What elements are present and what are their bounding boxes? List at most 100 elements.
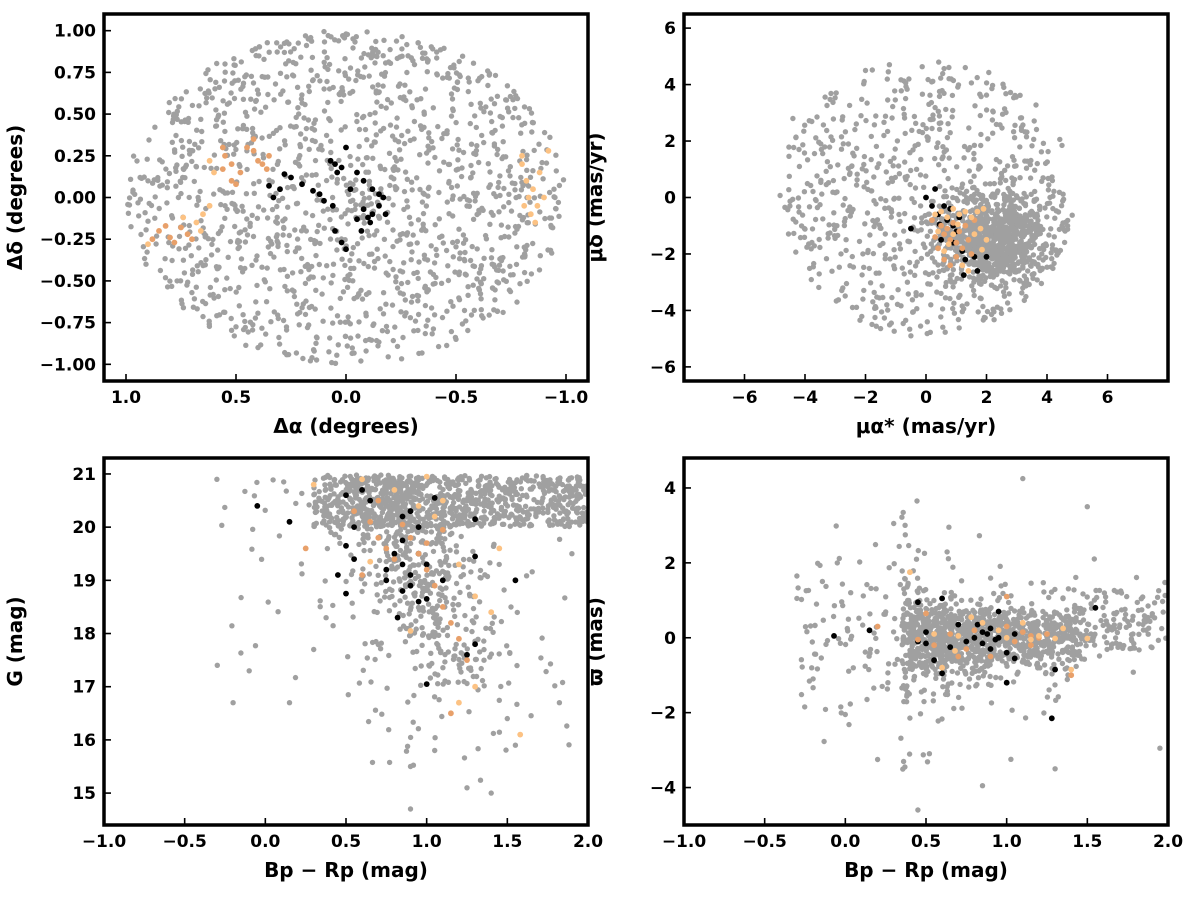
- point-black: [351, 556, 357, 562]
- point-field: [793, 249, 799, 255]
- point-field: [355, 68, 361, 74]
- point-field: [169, 215, 176, 221]
- point-field: [890, 163, 896, 169]
- point-field: [219, 522, 225, 528]
- point-field: [951, 300, 957, 306]
- point-field: [144, 249, 150, 255]
- point-field: [829, 268, 835, 274]
- point-field: [873, 635, 879, 642]
- point-field: [438, 648, 444, 654]
- point-field: [991, 261, 998, 267]
- point-field: [861, 184, 867, 190]
- point-field: [371, 265, 378, 271]
- point-field: [398, 156, 404, 162]
- point-field: [420, 221, 426, 227]
- point-field: [374, 99, 380, 105]
- point-field: [349, 600, 355, 606]
- point-field: [882, 205, 888, 211]
- point-field: [984, 308, 991, 315]
- point-field: [345, 221, 351, 227]
- point-light_orange: [423, 473, 430, 480]
- point-field: [475, 746, 481, 752]
- point-field: [840, 114, 846, 120]
- point-field: [436, 697, 442, 703]
- point-field: [371, 515, 377, 521]
- point-field: [284, 242, 290, 249]
- point-field: [518, 130, 524, 136]
- point-field: [429, 138, 435, 145]
- point-field: [801, 234, 808, 240]
- point-field: [406, 633, 413, 639]
- point-field: [347, 198, 354, 204]
- point-field: [943, 193, 950, 200]
- point-field: [1021, 280, 1027, 286]
- point-field: [885, 69, 891, 75]
- point-field: [456, 656, 462, 663]
- point-field: [1016, 205, 1023, 211]
- point-field: [467, 593, 473, 599]
- point-field: [903, 83, 909, 90]
- point-field: [443, 599, 450, 605]
- point-field: [810, 685, 816, 691]
- point-field: [375, 82, 381, 88]
- point-field: [460, 149, 467, 156]
- point-black: [382, 211, 389, 218]
- point-field: [454, 482, 460, 488]
- point-field: [486, 473, 493, 480]
- point-field: [905, 291, 911, 297]
- point-field: [936, 113, 943, 119]
- point-field: [453, 167, 459, 173]
- point-field: [477, 291, 484, 297]
- point-field: [424, 56, 430, 62]
- point-field: [406, 214, 413, 220]
- point-field: [419, 642, 425, 648]
- point-field: [1038, 149, 1045, 155]
- point-field: [867, 232, 873, 238]
- point-field: [254, 282, 260, 289]
- point-field: [902, 95, 909, 102]
- point-field: [213, 107, 219, 113]
- point-field: [458, 173, 465, 180]
- point-field: [140, 244, 147, 250]
- point-field: [382, 572, 389, 579]
- point-field: [806, 204, 813, 210]
- point-field: [395, 557, 402, 563]
- point-light_orange: [979, 246, 985, 253]
- point-field: [388, 100, 394, 106]
- point-field: [419, 126, 425, 133]
- point-field: [373, 38, 379, 45]
- point-field: [446, 211, 452, 217]
- point-field: [460, 564, 466, 570]
- point-field: [327, 474, 333, 481]
- point-black: [423, 681, 430, 687]
- point-field: [384, 96, 391, 103]
- point-field: [524, 242, 530, 249]
- point-field: [340, 521, 346, 528]
- point-field: [507, 263, 513, 269]
- point-field: [1031, 136, 1037, 142]
- point-field: [559, 481, 566, 488]
- point-field: [883, 594, 889, 600]
- point-field: [393, 492, 399, 499]
- point-light_orange: [145, 241, 151, 248]
- point-field: [334, 352, 340, 358]
- point-field: [507, 650, 513, 656]
- point-field: [468, 101, 474, 108]
- point-orange: [189, 236, 195, 243]
- point-field: [277, 146, 283, 152]
- point-field: [314, 228, 320, 235]
- point-field: [180, 144, 186, 150]
- point-field: [452, 512, 459, 519]
- point-field: [230, 70, 236, 76]
- point-field: [366, 290, 372, 296]
- point-field: [186, 222, 192, 229]
- point-field: [536, 267, 543, 273]
- y-tick-label: 0.50: [54, 105, 96, 125]
- point-light_orange: [962, 208, 969, 215]
- point-field: [252, 315, 259, 321]
- point-light_orange: [541, 194, 547, 201]
- point-field: [902, 130, 908, 137]
- point-field: [827, 164, 833, 170]
- point-field: [999, 174, 1005, 180]
- point-field: [401, 575, 408, 581]
